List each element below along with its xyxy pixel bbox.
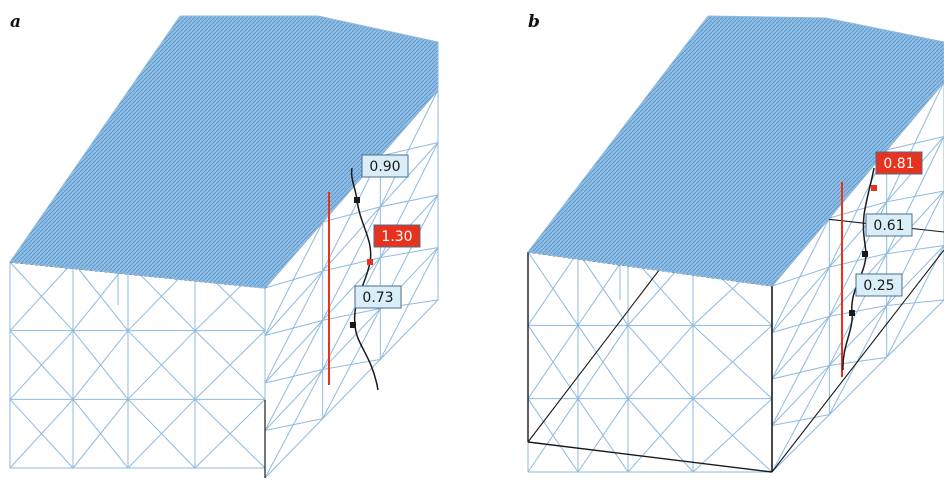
value-label: 0.25 <box>863 278 894 294</box>
side-brace <box>886 245 944 255</box>
value-label: 0.90 <box>369 159 400 175</box>
side-brace <box>771 365 830 380</box>
side-brace <box>771 365 830 473</box>
side-brace <box>379 89 439 208</box>
cross-brace <box>577 398 629 473</box>
cross-brace <box>9 330 74 400</box>
cross-brace <box>9 261 74 332</box>
cross-brace <box>72 330 129 400</box>
side-brace <box>264 369 324 479</box>
value-labels-a: 0.90 1.30 0.73 <box>354 154 421 309</box>
side-brace <box>829 253 887 268</box>
roof-b <box>527 15 944 287</box>
side-brace <box>264 221 324 336</box>
box-edge <box>771 249 944 473</box>
panel-a: a 0.90 1.30 0.73 <box>9 12 439 479</box>
side-brace <box>771 266 830 287</box>
value-label: 0.73 <box>362 290 393 306</box>
cross-brace <box>627 325 694 399</box>
side-ledger <box>771 245 944 426</box>
buckling-shape-curve <box>842 167 875 371</box>
side-brace <box>264 270 324 384</box>
cross-brace <box>527 251 579 326</box>
panel-letter-a: a <box>10 12 21 32</box>
side-brace <box>322 206 381 321</box>
side-brace <box>828 253 888 366</box>
side-brace <box>886 299 944 306</box>
value-badge <box>354 285 402 309</box>
curve-node-marker <box>367 259 373 265</box>
curve-node-marker <box>862 251 868 257</box>
value-badge <box>865 213 913 237</box>
side-brace <box>771 316 830 426</box>
value-badge <box>361 154 409 178</box>
side-brace <box>322 257 381 370</box>
cross-brace <box>194 398 266 469</box>
panel-letter-b: b <box>528 12 540 32</box>
panel-b: b 0.81 0.61 0.25 <box>527 12 944 473</box>
cross-brace <box>577 325 629 399</box>
value-label: 1.30 <box>381 229 412 245</box>
max-value-badge <box>373 224 421 248</box>
side-brace <box>771 414 830 426</box>
cross-brace <box>72 399 129 469</box>
cross-brace <box>692 324 773 400</box>
side-ledger <box>264 247 439 431</box>
cross-brace <box>692 398 773 473</box>
cross-brace <box>527 325 579 399</box>
side-brace <box>379 247 439 360</box>
curve-node-marker <box>871 185 877 191</box>
side-brace <box>829 305 887 317</box>
box-edge <box>527 441 773 473</box>
side-brace <box>829 201 887 219</box>
value-label: 0.81 <box>883 156 914 172</box>
cross-brace <box>127 398 196 469</box>
side-brace <box>264 320 324 431</box>
deflection-curve-b <box>841 167 877 377</box>
side-brace <box>771 266 830 380</box>
side-brace <box>886 190 944 203</box>
side-ledger <box>264 299 439 479</box>
cross-brace <box>9 398 74 469</box>
side-brace <box>771 315 830 333</box>
curve-node-marker <box>350 322 356 328</box>
side-ledger <box>771 299 944 473</box>
cross-brace <box>527 398 579 473</box>
cross-brace <box>194 330 266 400</box>
cross-brace <box>127 330 196 400</box>
deflection-curve-a <box>328 167 379 391</box>
cross-brace <box>627 398 694 473</box>
side-brace <box>886 245 944 358</box>
side-brace <box>886 81 944 203</box>
curve-node-marker <box>849 310 855 316</box>
side-brace <box>771 217 830 333</box>
curve-node-marker <box>354 197 360 203</box>
value-badge <box>855 273 903 297</box>
value-label: 0.61 <box>873 218 904 234</box>
side-brace <box>886 136 944 151</box>
max-value-badge <box>875 151 923 175</box>
side-brace <box>828 305 888 415</box>
side-ledger <box>264 142 439 336</box>
roof-a <box>9 15 439 289</box>
value-labels-b: 0.81 0.61 0.25 <box>855 151 923 297</box>
side-brace <box>322 308 381 419</box>
